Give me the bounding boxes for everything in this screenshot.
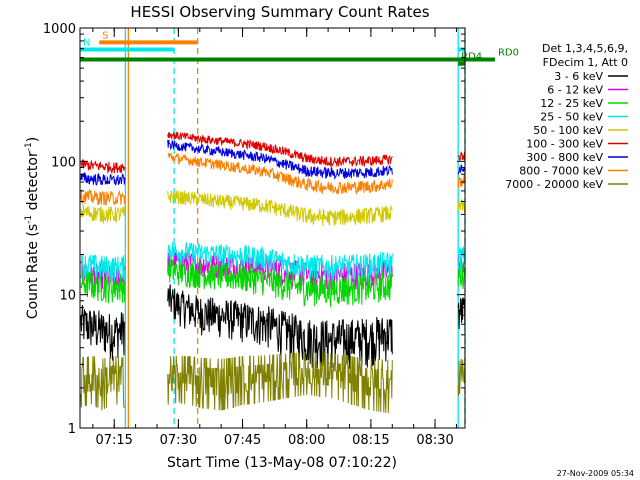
series-line bbox=[167, 131, 393, 168]
y-axis-label-exponent-1: -1 bbox=[24, 215, 34, 224]
y-axis-label-part-3: ) bbox=[25, 137, 41, 142]
chart-title: HESSI Observing Summary Count Rates bbox=[130, 3, 429, 21]
y-axis-label-part-2: detector bbox=[25, 151, 41, 215]
x-axis-label: Start Time (13-May-08 07:10:22) bbox=[167, 455, 397, 471]
flag-label: RD0 bbox=[498, 48, 519, 59]
series-line bbox=[80, 355, 126, 411]
y-tick-label: 100 bbox=[51, 155, 76, 170]
flag-label: N bbox=[83, 37, 90, 48]
legend-entry-label: 12 - 25 keV bbox=[540, 97, 603, 110]
x-tick-label: 08:30 bbox=[416, 433, 453, 448]
y-axis: 1 10 100 1000 bbox=[43, 22, 465, 437]
series-line bbox=[80, 188, 126, 206]
y-axis-label: Count Rate (s-1 detector-1) bbox=[24, 137, 41, 319]
x-tick-label: 08:00 bbox=[288, 433, 325, 448]
series-line bbox=[80, 269, 126, 304]
series-line bbox=[457, 351, 465, 397]
series-line bbox=[80, 304, 126, 361]
x-tick-label: 07:45 bbox=[224, 433, 261, 448]
series-line bbox=[167, 351, 393, 414]
flag-label: RD4 bbox=[461, 52, 482, 63]
series-line bbox=[167, 139, 393, 180]
legend-entry-label: 7000 - 20000 keV bbox=[505, 178, 603, 191]
series-line bbox=[80, 159, 126, 175]
series-line bbox=[80, 171, 126, 186]
legend-entry-label: 6 - 12 keV bbox=[547, 84, 603, 97]
x-axis: 07:15 07:30 07:45 08:00 08:15 08:30 bbox=[92, 28, 457, 448]
series-line bbox=[457, 245, 465, 270]
legend-header-line-2: FDecim 1, Att 0 bbox=[543, 56, 628, 69]
legend-entry-label: 25 - 50 keV bbox=[540, 111, 603, 124]
series-line bbox=[167, 242, 393, 282]
series-line bbox=[457, 164, 465, 175]
y-tick-label: 1000 bbox=[43, 22, 76, 37]
legend-entry-label: 100 - 300 keV bbox=[526, 138, 603, 151]
y-axis-label-exponent-2: -1 bbox=[24, 142, 34, 151]
series-line bbox=[80, 254, 126, 282]
plot-area: S N RD0 RD4 1 10 100 1000 07:15 07:30 07:45 08:00… bbox=[43, 22, 519, 448]
legend-entry-label: 50 - 100 keV bbox=[533, 124, 603, 137]
series-layer bbox=[80, 131, 465, 414]
x-tick-label: 08:15 bbox=[352, 433, 389, 448]
legend: Det 1,3,4,5,6,9, FDecim 1, Att 0 3 - 6 k… bbox=[505, 42, 628, 191]
legend-entry-label: 800 - 7000 keV bbox=[519, 165, 603, 178]
series-line bbox=[167, 152, 393, 195]
series-line bbox=[457, 199, 465, 213]
legend-entry-label: 3 - 6 keV bbox=[554, 70, 603, 83]
series-line bbox=[167, 190, 393, 226]
x-tick-label: 07:15 bbox=[95, 433, 132, 448]
y-tick-label: 10 bbox=[59, 289, 76, 304]
y-tick-label: 1 bbox=[68, 422, 76, 437]
legend-entry-label: 300 - 800 keV bbox=[526, 151, 603, 164]
series-line bbox=[167, 257, 393, 308]
flag-label: S bbox=[102, 30, 108, 41]
date-stamp: 27-Nov-2009 05:34 bbox=[557, 469, 634, 478]
series-line bbox=[457, 262, 465, 289]
y-axis-label-part-1: Count Rate (s bbox=[25, 224, 41, 319]
x-tick-label: 07:30 bbox=[160, 433, 197, 448]
legend-header-line-1: Det 1,3,4,5,6,9, bbox=[542, 42, 628, 55]
series-line bbox=[80, 205, 126, 225]
plot-frame bbox=[79, 27, 466, 429]
series-line bbox=[167, 284, 393, 369]
series-line bbox=[457, 151, 465, 161]
series-line bbox=[457, 174, 465, 189]
